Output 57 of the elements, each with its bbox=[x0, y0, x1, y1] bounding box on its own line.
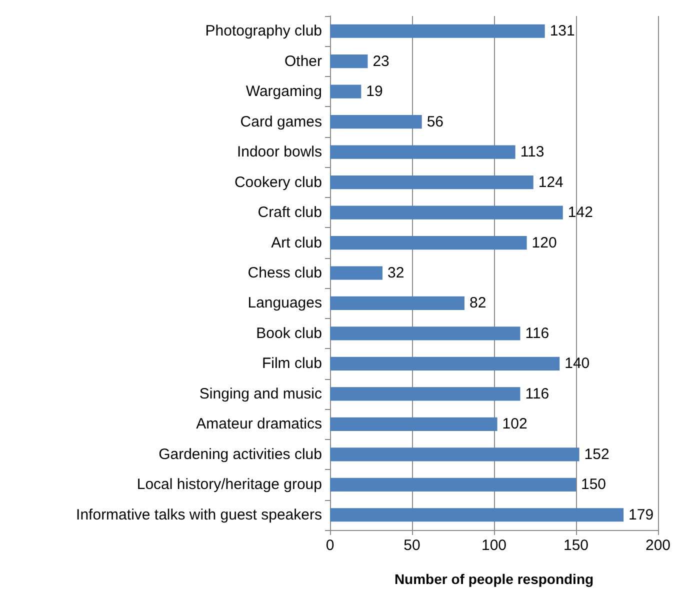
bar bbox=[330, 356, 560, 371]
y-tick-label: Chess club bbox=[248, 264, 322, 282]
data-label: 56 bbox=[426, 113, 444, 130]
y-tick-label: Card games bbox=[240, 113, 322, 130]
bar bbox=[330, 417, 498, 431]
y-tick-label: Informative talks with guest speakers bbox=[76, 506, 322, 524]
data-label: 179 bbox=[628, 506, 654, 524]
data-label: 116 bbox=[525, 324, 550, 342]
y-tick-label: Art club bbox=[271, 234, 322, 252]
data-label: 124 bbox=[538, 174, 564, 191]
y-tick-label: Amateur dramatics bbox=[196, 416, 322, 433]
y-tick-label: Cookery club bbox=[234, 174, 322, 191]
bar bbox=[330, 478, 576, 492]
data-label: 102 bbox=[502, 416, 528, 433]
y-tick-label: Photography club bbox=[205, 22, 322, 40]
x-tick-label: 100 bbox=[481, 537, 507, 554]
bar bbox=[330, 24, 545, 38]
data-label: 131 bbox=[550, 22, 575, 40]
y-tick-label: Other bbox=[284, 52, 322, 70]
y-tick-label: Singing and music bbox=[199, 385, 322, 402]
x-tick-label: 50 bbox=[404, 537, 420, 554]
x-tick-label: 150 bbox=[563, 537, 589, 554]
y-tick-label: Indoor bowls bbox=[236, 144, 322, 161]
y-tick-label: Gardening activities club bbox=[158, 446, 322, 463]
data-label: 152 bbox=[584, 446, 610, 463]
bar bbox=[330, 508, 624, 522]
data-label: 23 bbox=[372, 52, 390, 70]
bar bbox=[330, 296, 464, 310]
bar bbox=[330, 54, 368, 68]
data-label: 32 bbox=[387, 264, 404, 282]
bar bbox=[330, 84, 362, 98]
data-label: 116 bbox=[525, 385, 550, 402]
x-tick-label: 200 bbox=[645, 537, 671, 554]
bar bbox=[330, 326, 520, 340]
bar bbox=[330, 387, 520, 401]
y-tick-label: Wargaming bbox=[246, 83, 322, 100]
x-tick-label: 0 bbox=[326, 537, 334, 554]
data-label: 150 bbox=[581, 476, 606, 494]
bar bbox=[330, 115, 422, 129]
data-label: 120 bbox=[532, 234, 557, 252]
y-tick-label: Book club bbox=[256, 324, 322, 342]
x-axis-title: Number of people responding bbox=[394, 571, 594, 587]
bar bbox=[330, 236, 527, 250]
bar bbox=[330, 145, 516, 159]
y-tick-label: Craft club bbox=[258, 204, 322, 222]
data-label: 142 bbox=[568, 204, 593, 222]
data-label: 19 bbox=[366, 83, 383, 100]
data-label: 82 bbox=[469, 294, 486, 312]
bar bbox=[330, 448, 580, 462]
bar bbox=[330, 175, 534, 190]
data-label: 140 bbox=[564, 355, 590, 372]
y-tick-label: Film club bbox=[262, 355, 322, 372]
bar bbox=[330, 266, 382, 280]
y-tick-label: Local history/heritage group bbox=[136, 476, 322, 494]
bar bbox=[330, 206, 563, 220]
data-label: 113 bbox=[520, 144, 544, 161]
y-tick-label: Languages bbox=[248, 294, 322, 312]
